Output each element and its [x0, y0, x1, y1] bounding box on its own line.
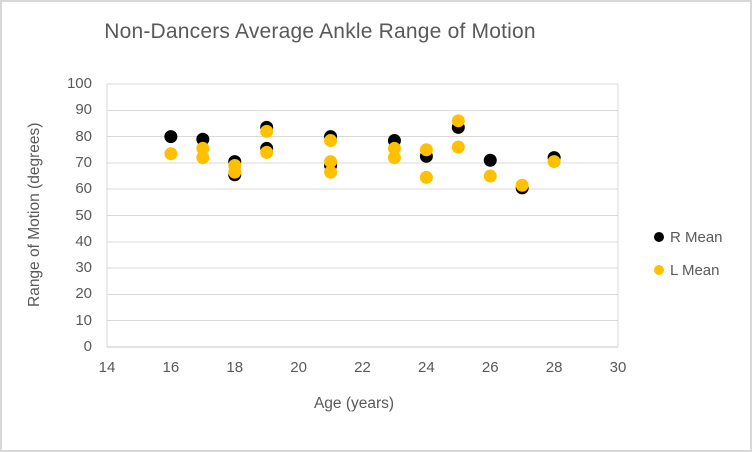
x-tick-label: 20 — [290, 359, 307, 376]
data-point — [196, 151, 210, 165]
data-point — [547, 155, 561, 169]
legend-item-l-mean: L Mean — [654, 261, 719, 279]
data-point — [387, 141, 401, 155]
y-tick-label: 90 — [75, 101, 92, 119]
data-point — [324, 155, 338, 169]
data-point — [451, 140, 465, 154]
x-tick-label: 26 — [481, 359, 499, 376]
y-tick-label: 40 — [75, 232, 92, 250]
l-mean-points — [164, 114, 561, 192]
data-point — [196, 132, 210, 146]
data-point — [196, 141, 210, 155]
l-mean-legend-marker-icon — [654, 265, 664, 275]
y-tick-label: 70 — [75, 153, 92, 171]
y-tick-label: 100 — [66, 75, 92, 92]
data-point — [451, 114, 465, 128]
r-mean-points — [164, 120, 561, 195]
data-point — [515, 178, 529, 192]
gridlines — [106, 83, 619, 348]
x-tick-label: 14 — [98, 359, 116, 376]
r-mean-legend-marker-icon — [654, 232, 664, 242]
r-mean-legend-label: R Mean — [670, 228, 723, 246]
legend-item-r-mean: R Mean — [654, 228, 723, 246]
y-tick-label: 20 — [75, 285, 92, 303]
x-tick-label: 18 — [226, 359, 244, 376]
x-tick-label: 16 — [162, 359, 180, 376]
y-tick-label: 50 — [75, 206, 92, 224]
y-tick-label: 80 — [75, 127, 92, 145]
l-mean-legend-label: L Mean — [670, 261, 720, 279]
data-point — [324, 165, 338, 179]
x-tick-label: 22 — [354, 359, 371, 376]
data-point — [387, 151, 401, 165]
data-point — [164, 147, 178, 161]
x-tick-label: 24 — [418, 359, 435, 376]
y-tick-label: 30 — [75, 259, 92, 277]
data-point — [419, 143, 433, 157]
y-axis-title: Range of Motion (degrees) — [26, 122, 43, 307]
data-point — [324, 134, 338, 148]
data-point — [260, 145, 274, 159]
data-point — [228, 165, 242, 179]
x-tick-label: 30 — [609, 359, 627, 376]
data-point — [483, 169, 497, 183]
y-tick-label: 60 — [75, 180, 92, 198]
data-point — [483, 153, 497, 167]
y-tick-label: 0 — [83, 338, 92, 355]
y-tick-label: 10 — [75, 311, 92, 329]
data-point — [164, 130, 178, 144]
x-tick-label: 28 — [545, 359, 563, 376]
data-point — [419, 170, 433, 184]
chart-title: Non-Dancers Average Ankle Range of Motio… — [104, 20, 536, 43]
data-point — [260, 124, 274, 138]
x-axis-title: Age (years) — [313, 395, 395, 412]
